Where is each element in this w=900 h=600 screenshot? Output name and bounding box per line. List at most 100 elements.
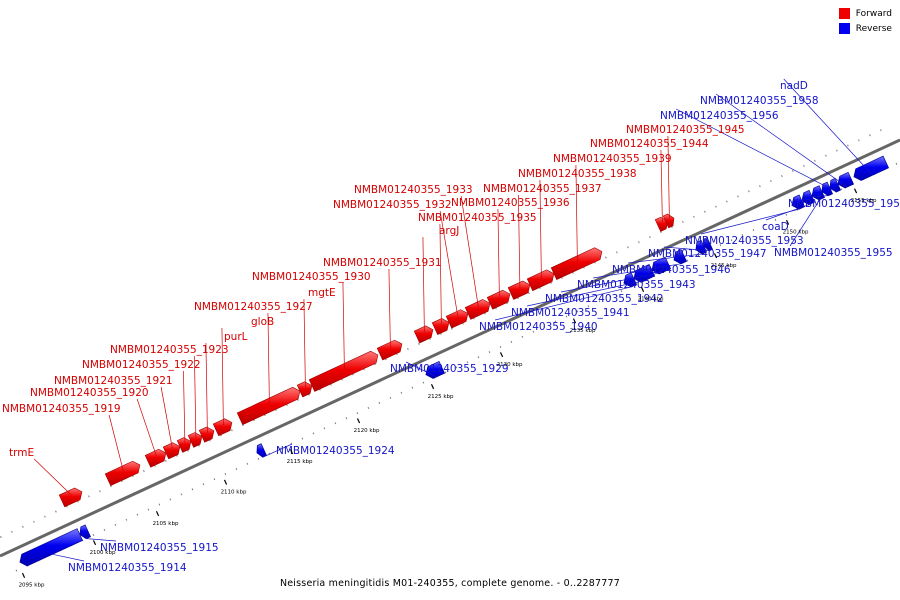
gene-NMBM01240355_1931 bbox=[376, 339, 403, 361]
leader-NMBM01240355_1936 bbox=[497, 208, 500, 298]
minor-tick bbox=[418, 342, 420, 345]
gene-label-NMBM01240355_1941: NMBM01240355_1941 bbox=[511, 307, 630, 319]
tick-labels: 2095 kbp 2100 kbp 2105 kbp 2110 kbp 2115 kbp… bbox=[19, 188, 877, 589]
minor-tick bbox=[715, 205, 717, 208]
gene-purL bbox=[198, 426, 215, 443]
leader-NMBM01240355_1924 bbox=[262, 443, 293, 458]
leader-NMBM01240355_1920 bbox=[136, 398, 157, 457]
minor-tick bbox=[814, 159, 816, 162]
gene-NMBM01240355_1920 bbox=[144, 448, 167, 468]
minor-tick bbox=[389, 396, 392, 399]
minor-tick bbox=[466, 361, 469, 364]
leader-NMBM01240355_1947 bbox=[664, 246, 710, 252]
gene-label-NMBM01240355_1946: NMBM01240355_1946 bbox=[612, 264, 731, 276]
minor-tick bbox=[33, 520, 35, 523]
map-caption: Neisseria meningitidis M01-240355, compl… bbox=[279, 578, 621, 589]
minor-tick bbox=[257, 457, 260, 460]
tick-label: 2120 kbp bbox=[354, 428, 380, 434]
gene-NMBM01240355_1914 bbox=[19, 528, 83, 567]
minor-tick bbox=[880, 129, 882, 132]
minor-tick bbox=[499, 345, 502, 349]
minor-tick bbox=[576, 310, 579, 313]
gene-NMBM01240355_1923 bbox=[187, 432, 203, 448]
gene-NMBM01240355_1936 bbox=[486, 289, 511, 310]
minor-tick bbox=[616, 251, 618, 254]
minor-tick bbox=[125, 518, 128, 521]
minor-tick bbox=[301, 437, 304, 440]
gene-label-NMBM01240355_1938: NMBM01240355_1938 bbox=[518, 168, 637, 180]
leader-NMBM01240355_1957 bbox=[804, 195, 829, 198]
major-tick bbox=[853, 188, 858, 194]
tick-label: 2150 kbp bbox=[783, 230, 809, 236]
leader-NMBM01240355_1939 bbox=[575, 164, 578, 262]
gene-label-NMBM01240355_1922: NMBM01240355_1922 bbox=[82, 359, 201, 371]
gene-label-NMBM01240355_1929: NMBM01240355_1929 bbox=[390, 363, 509, 375]
minor-tick bbox=[44, 515, 46, 518]
leader-NMBM01240355_1955 bbox=[789, 199, 820, 247]
minor-tick bbox=[521, 335, 524, 338]
gene-label-NMBM01240355_1924: NMBM01240355_1924 bbox=[276, 445, 395, 457]
leader-NMBM01240355_1931 bbox=[388, 268, 391, 348]
minor-tick bbox=[528, 292, 530, 295]
leader-argJ bbox=[422, 236, 425, 333]
gene-label-NMBM01240355_1955: NMBM01240355_1955 bbox=[774, 247, 893, 259]
gene-label-NMBM01240355_1943: NMBM01240355_1943 bbox=[577, 279, 696, 291]
minor-tick bbox=[803, 164, 805, 167]
minor-tick bbox=[895, 162, 898, 165]
minor-tick bbox=[367, 406, 370, 410]
gene-label-NMBM01240355_1940: NMBM01240355_1940 bbox=[479, 321, 598, 333]
major-tick bbox=[640, 286, 645, 292]
minor-tick bbox=[191, 488, 194, 491]
gene-label-NMBM01240355_1935: NMBM01240355_1935 bbox=[418, 212, 537, 224]
minor-tick bbox=[165, 459, 167, 462]
leader-mgtE bbox=[303, 298, 306, 388]
minor-tick bbox=[312, 432, 315, 435]
gene-NMBM01240355_1933 bbox=[464, 299, 491, 320]
tick-label: 2155 kbp bbox=[851, 198, 877, 204]
legend-reverse: Reverse bbox=[838, 23, 892, 34]
leader-NMBM01240355_1943 bbox=[593, 263, 682, 279]
minor-tick bbox=[598, 300, 601, 303]
minor-tick bbox=[543, 325, 546, 328]
leader-nadD bbox=[783, 78, 873, 176]
minor-tick bbox=[88, 495, 90, 498]
gene-label-purL: purL bbox=[224, 331, 248, 343]
tick-label: 2105 kbp bbox=[153, 521, 179, 527]
major-tick bbox=[572, 318, 577, 324]
minor-tick bbox=[605, 256, 607, 259]
leader-NMBM01240355_1935 bbox=[439, 223, 442, 325]
minor-tick bbox=[774, 218, 777, 221]
minor-tick bbox=[781, 175, 783, 178]
gene-label-NMBM01240355_1945: NMBM01240355_1945 bbox=[626, 124, 745, 136]
gene-label-trmE: trmE bbox=[9, 447, 34, 459]
leader-NMBM01240355_1944 bbox=[660, 149, 663, 223]
gene-NMBM01240355_1922 bbox=[176, 437, 192, 453]
gene-label-mgtE: mgtE bbox=[308, 287, 336, 299]
minor-tick bbox=[730, 239, 733, 242]
gene-label-NMBM01240355_1936: NMBM01240355_1936 bbox=[451, 197, 570, 209]
gene-label-NMBM01240355_1944: NMBM01240355_1944 bbox=[590, 138, 709, 150]
minor-tick bbox=[741, 234, 744, 237]
tick-label: 2135 kbp bbox=[570, 328, 596, 334]
genes bbox=[19, 155, 890, 567]
gene-label-argJ: argJ bbox=[439, 225, 459, 237]
major-tick bbox=[21, 572, 26, 578]
major-tick bbox=[223, 479, 228, 485]
gene-argJ bbox=[413, 325, 434, 344]
leader-NMBM01240355_1929 bbox=[405, 361, 437, 378]
minor-tick bbox=[869, 134, 871, 137]
minor-tick bbox=[675, 264, 678, 267]
minor-tick bbox=[235, 467, 238, 471]
gene-NMBM01240355_1945 bbox=[662, 213, 675, 229]
gene-label-NMBM01240355_1939: NMBM01240355_1939 bbox=[553, 153, 672, 165]
gene-label-NMBM01240355_1932: NMBM01240355_1932 bbox=[333, 199, 452, 211]
gene-label-NMBM01240355_1942: NMBM01240355_1942 bbox=[545, 293, 664, 305]
gene-label-NMBM01240355_1947: NMBM01240355_1947 bbox=[648, 248, 767, 260]
minor-tick bbox=[356, 412, 359, 415]
leader-gloB bbox=[221, 327, 224, 426]
minor-tick bbox=[422, 381, 425, 384]
minor-tick bbox=[693, 215, 695, 218]
gene-nadD bbox=[853, 155, 890, 181]
leader-trmE bbox=[33, 458, 72, 496]
